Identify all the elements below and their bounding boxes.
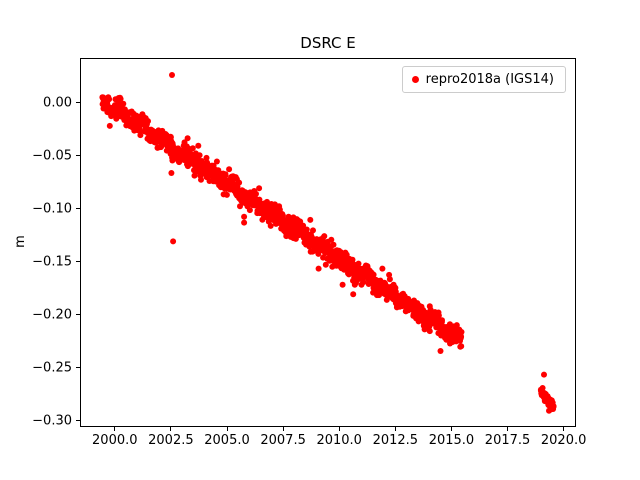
y-tick-label: −0.10 <box>32 201 72 217</box>
y-tick-label: −0.15 <box>32 254 72 270</box>
scatter-points <box>99 72 557 414</box>
x-tick-mark <box>563 427 565 431</box>
x-tick-label: 2017.5 <box>484 433 531 448</box>
x-tick-mark <box>394 427 396 431</box>
x-tick-label: 2020.0 <box>540 433 587 448</box>
x-tick-label: 2002.5 <box>148 433 194 448</box>
x-tick-label: 2000.0 <box>92 433 138 448</box>
x-tick-mark <box>507 427 509 431</box>
y-tick-mark <box>76 261 80 263</box>
x-tick-mark <box>338 427 340 431</box>
chart-title: DSRC E <box>300 34 356 52</box>
x-tick-label: 2005.0 <box>204 433 250 448</box>
x-tick-label: 2007.5 <box>260 433 306 448</box>
x-tick-mark <box>114 427 116 431</box>
y-tick-label: 0.00 <box>43 95 72 111</box>
legend-label: repro2018a (IGS14) <box>425 72 554 87</box>
y-axis-label: m <box>12 235 28 248</box>
x-tick-mark <box>226 427 228 431</box>
plot-area: repro2018a (IGS14) <box>80 58 576 427</box>
x-tick-mark <box>450 427 452 431</box>
y-tick-label: −0.05 <box>32 148 72 164</box>
y-tick-label: −0.30 <box>32 413 72 429</box>
y-tick-mark <box>76 155 80 157</box>
y-tick-label: −0.25 <box>32 360 72 376</box>
y-tick-mark <box>76 367 80 369</box>
legend-marker-dot <box>411 76 419 83</box>
x-tick-label: 2010.0 <box>316 433 362 448</box>
y-tick-mark <box>76 314 80 316</box>
x-tick-label: 2015.0 <box>428 433 475 448</box>
y-tick-mark <box>76 420 80 422</box>
x-tick-label: 2012.5 <box>372 433 419 448</box>
y-tick-label: −0.20 <box>32 307 72 323</box>
x-tick-mark <box>170 427 172 431</box>
y-tick-mark <box>76 208 80 210</box>
x-tick-mark <box>282 427 284 431</box>
legend: repro2018a (IGS14) <box>401 66 566 93</box>
y-tick-mark <box>76 102 80 104</box>
